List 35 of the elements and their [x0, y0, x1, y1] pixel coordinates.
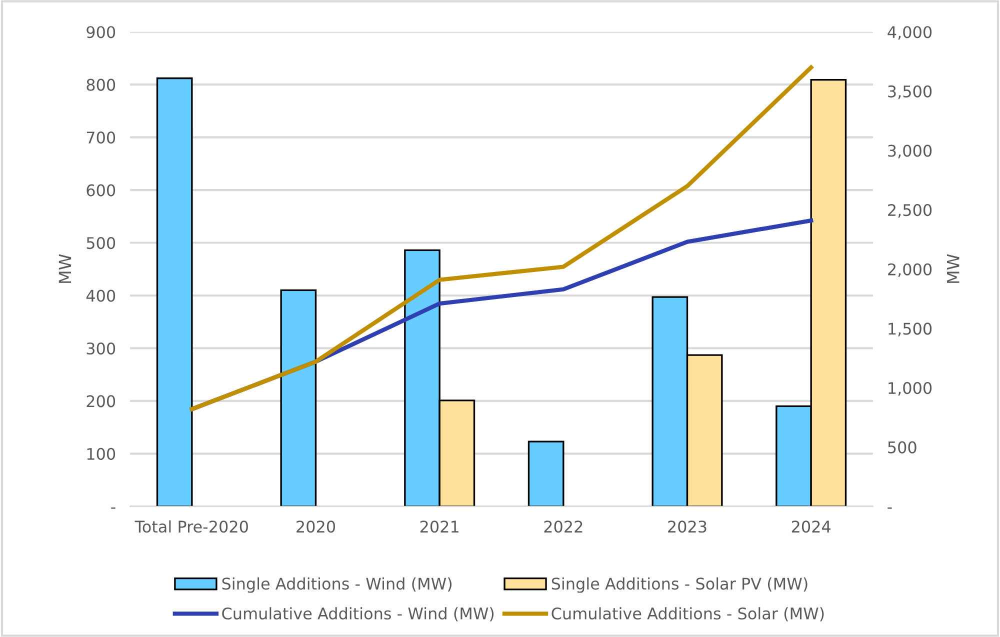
y-tick-label: 700: [86, 132, 116, 144]
x-tick-label: 2022: [544, 520, 582, 533]
y2-axis-title: MW: [947, 254, 960, 283]
y-tick-label: 200: [86, 395, 116, 408]
bar: [280, 289, 317, 506]
y-tick-label: 900: [86, 26, 116, 38]
legend-label: Cumulative Additions - Wind (MW): [222, 607, 494, 622]
y-tick-label: 400: [86, 290, 116, 302]
line-series: [190, 65, 814, 412]
y-tick-label: 300: [86, 342, 116, 355]
y2-tick-label: 1,500: [888, 322, 932, 336]
y-tick-label: 600: [86, 184, 116, 196]
y2-tick-label: 1,000: [888, 382, 932, 396]
y-tick-label: 500: [86, 236, 116, 250]
x-tick-label: 2020: [296, 520, 336, 533]
y-axis-title: MW: [58, 254, 72, 283]
y2-tick-label: 500: [888, 441, 916, 454]
y2-tick-label: 2,000: [888, 263, 932, 278]
y2-tick-label: 4,000: [888, 26, 932, 40]
legend-label: Single Additions - Solar PV (MW): [552, 577, 808, 593]
legend-label: Single Additions - Wind (MW): [222, 577, 452, 593]
bar: [156, 77, 193, 506]
y2-tick-label: 3,000: [888, 144, 932, 158]
y-tick-label: 100: [87, 448, 116, 460]
y2-tick-label: -: [888, 507, 892, 509]
y-tick-label: 800: [86, 78, 116, 91]
x-tick-label: 2023: [668, 520, 706, 533]
x-tick-label: 2024: [792, 520, 831, 533]
x-tick-label: 2021: [420, 520, 458, 533]
y2-tick-label: 2,500: [888, 204, 932, 218]
y2-tick-label: 3,500: [888, 85, 932, 100]
y-tick-label: -: [111, 507, 116, 509]
x-tick-label: Total Pre-2020: [134, 520, 248, 533]
legend-label: Cumulative Additions - Solar (MW): [552, 607, 824, 622]
bar: [528, 440, 564, 506]
